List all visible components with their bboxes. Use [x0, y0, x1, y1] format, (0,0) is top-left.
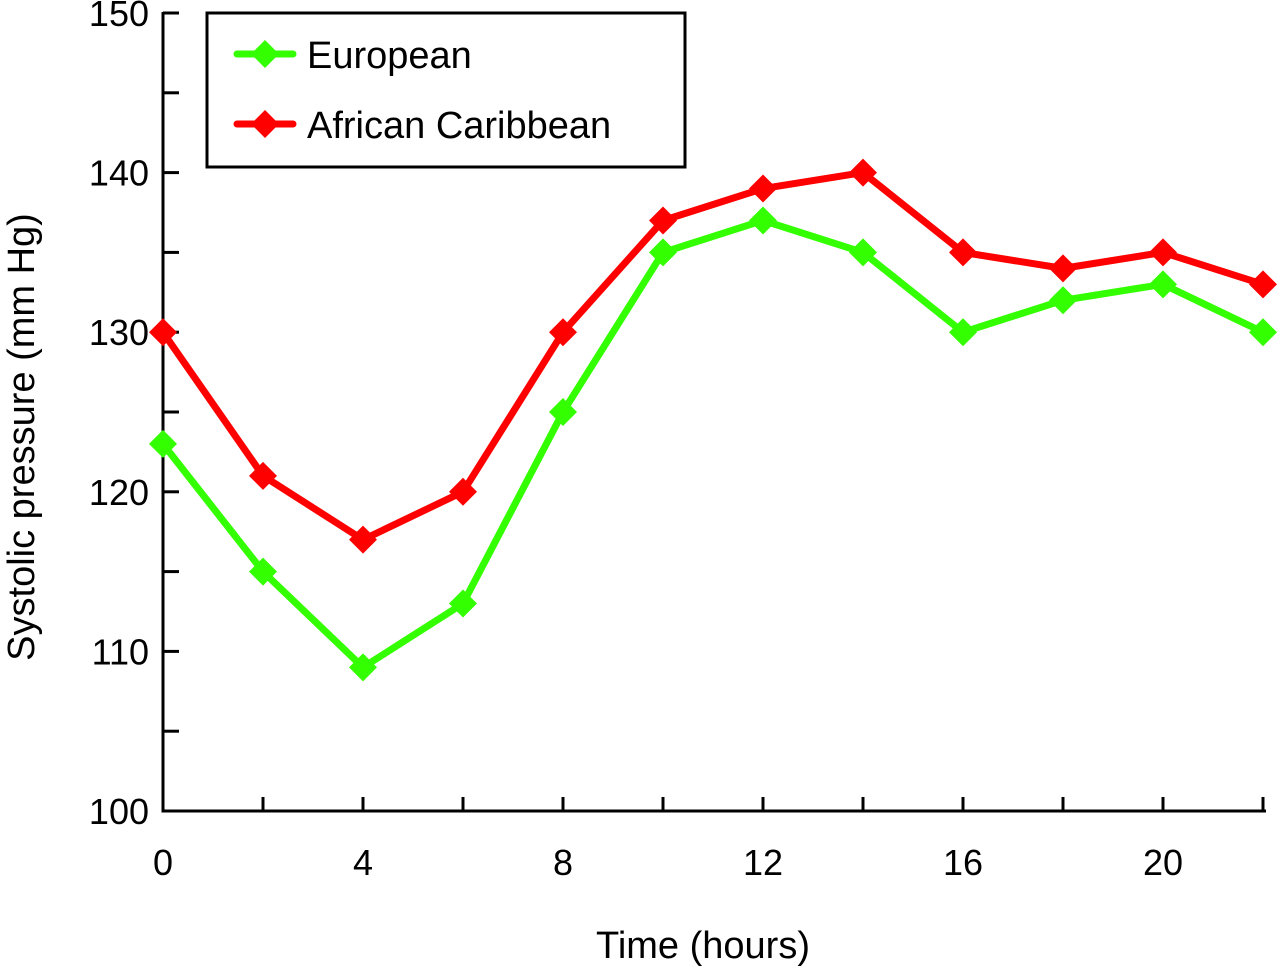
legend-item-european: European	[233, 35, 472, 77]
y-tick-label-140: 140	[89, 153, 149, 194]
x-axis-title: Time (hours)	[596, 925, 810, 967]
data-point-european-4	[349, 653, 377, 682]
data-point-european-18	[1049, 286, 1077, 315]
legend-label-african-caribbean: African Caribbean	[307, 105, 611, 147]
data-point-european-10	[649, 238, 677, 267]
legend-box	[205, 11, 687, 169]
data-point-african-caribbean-4	[349, 525, 377, 554]
data-point-african-caribbean-14	[849, 158, 877, 187]
x-tick-label-0: 0	[153, 842, 173, 883]
data-point-african-caribbean-6	[449, 477, 477, 506]
legend-item-african-caribbean: African Caribbean	[233, 105, 611, 147]
data-point-african-caribbean-8	[549, 318, 577, 347]
data-point-european-12	[749, 206, 777, 235]
data-point-african-caribbean-22	[1249, 270, 1277, 299]
data-point-african-caribbean-18	[1049, 254, 1077, 283]
x-tick-label-4: 4	[353, 842, 373, 883]
data-point-european-8	[549, 398, 577, 426]
x-tick-label-12: 12	[743, 842, 783, 883]
data-point-african-caribbean-0	[149, 318, 177, 347]
data-point-african-caribbean-2	[249, 461, 277, 490]
data-point-european-6	[449, 589, 477, 618]
y-tick-label-100: 100	[89, 791, 149, 832]
data-point-european-22	[1249, 318, 1277, 347]
data-point-african-caribbean-16	[949, 238, 977, 267]
legend-swatch-marker-african-caribbean	[251, 110, 279, 138]
x-ticks: 0 4 8 12 16 20	[153, 797, 1265, 883]
legend-label-european: European	[307, 35, 472, 77]
data-point-african-caribbean-20	[1149, 238, 1177, 267]
series-african-caribbean	[149, 158, 1277, 554]
x-tick-label-20: 20	[1143, 842, 1183, 883]
data-point-european-16	[949, 318, 977, 347]
data-point-african-caribbean-10	[649, 206, 677, 235]
y-tick-label-150: 150	[89, 0, 149, 34]
data-point-european-20	[1149, 270, 1177, 299]
data-point-european-2	[249, 557, 277, 586]
series-european	[149, 206, 1277, 682]
legend: European African Caribbean	[205, 11, 687, 169]
data-point-african-caribbean-12	[749, 174, 777, 203]
y-tick-label-110: 110	[92, 631, 149, 672]
x-tick-label-16: 16	[943, 842, 983, 883]
x-tick-label-8: 8	[553, 842, 573, 883]
y-ticks: 100 110 120 130 140 150	[89, 0, 179, 832]
y-axis-title: Systolic pressure (mm Hg)	[1, 213, 43, 661]
data-point-european-0	[149, 429, 177, 458]
y-tick-label-130: 130	[89, 312, 149, 353]
legend-items: European African Caribbean	[233, 35, 611, 147]
series-layer	[149, 158, 1277, 682]
y-tick-label-120: 120	[89, 472, 149, 513]
legend-swatch-marker-european	[251, 40, 279, 68]
series-line-european	[159, 216, 1267, 671]
series-line-african-caribbean	[159, 169, 1267, 544]
data-point-european-14	[849, 238, 877, 267]
